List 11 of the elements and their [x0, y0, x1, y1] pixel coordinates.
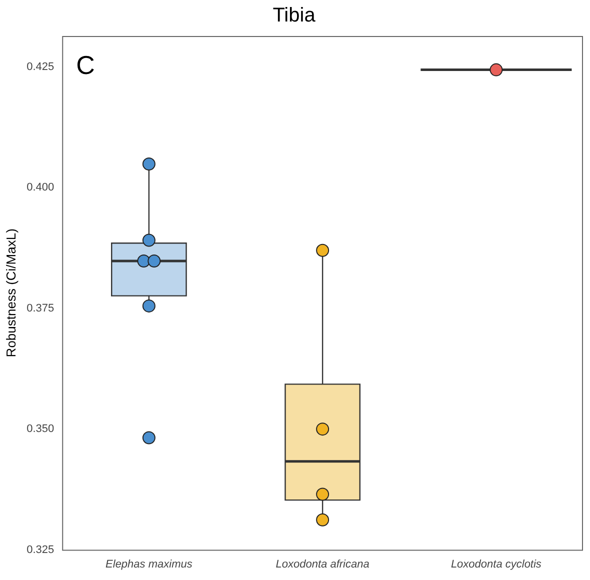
x-tick-label: Elephas maximus — [106, 558, 193, 570]
y-tick-label: 0.325 — [26, 544, 54, 556]
chart-title: Tibia — [272, 4, 316, 27]
x-tick-label: Loxodonta africana — [276, 558, 370, 570]
y-tick-label: 0.350 — [26, 423, 54, 436]
annotation: C — [76, 50, 95, 80]
x-tick-label: Loxodonta cyclotis — [450, 558, 542, 570]
y-tick-label: 0.400 — [26, 182, 54, 194]
y-tick-label: 0.425 — [26, 60, 54, 73]
y-axis-title: Robustness (Ci/MaxL) — [3, 228, 18, 358]
y-tick-label: 0.375 — [26, 302, 54, 314]
